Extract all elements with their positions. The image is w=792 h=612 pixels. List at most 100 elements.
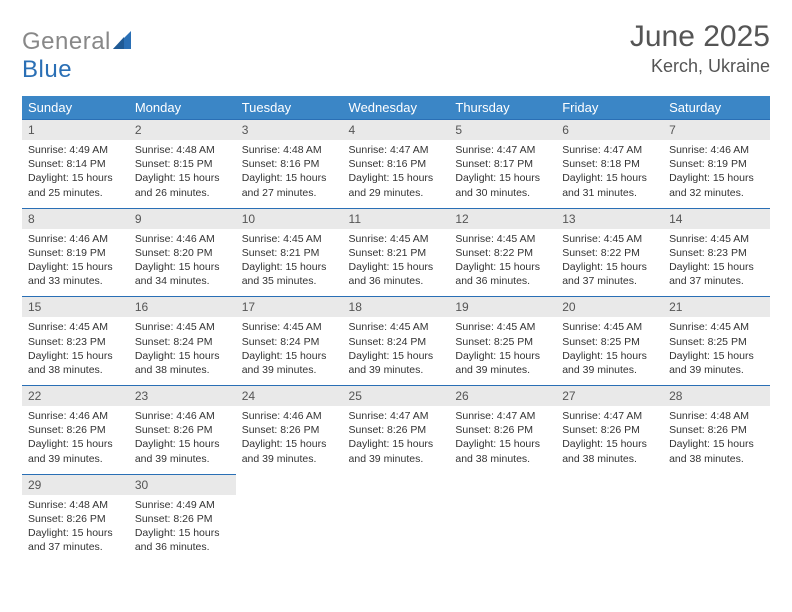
day-number: 17 [236, 297, 343, 317]
day-details: Sunrise: 4:46 AMSunset: 8:19 PMDaylight:… [663, 140, 770, 208]
day-details: Sunrise: 4:46 AMSunset: 8:26 PMDaylight:… [22, 406, 129, 474]
day-details: Sunrise: 4:45 AMSunset: 8:24 PMDaylight:… [236, 317, 343, 385]
day-details: Sunrise: 4:45 AMSunset: 8:25 PMDaylight:… [663, 317, 770, 385]
calendar-day-cell: 29Sunrise: 4:48 AMSunset: 8:26 PMDayligh… [22, 474, 129, 562]
day-details: Sunrise: 4:47 AMSunset: 8:16 PMDaylight:… [343, 140, 450, 208]
day-details: Sunrise: 4:47 AMSunset: 8:26 PMDaylight:… [449, 406, 556, 474]
day-number: 10 [236, 209, 343, 229]
calendar-day-cell: 1Sunrise: 4:49 AMSunset: 8:14 PMDaylight… [22, 120, 129, 209]
day-number: 29 [22, 475, 129, 495]
calendar-week-row: 15Sunrise: 4:45 AMSunset: 8:23 PMDayligh… [22, 297, 770, 386]
day-details: Sunrise: 4:46 AMSunset: 8:26 PMDaylight:… [236, 406, 343, 474]
calendar-day-cell: 20Sunrise: 4:45 AMSunset: 8:25 PMDayligh… [556, 297, 663, 386]
day-number: 25 [343, 386, 450, 406]
day-details: Sunrise: 4:49 AMSunset: 8:14 PMDaylight:… [22, 140, 129, 208]
day-number: 27 [556, 386, 663, 406]
calendar-day-cell: 11Sunrise: 4:45 AMSunset: 8:21 PMDayligh… [343, 208, 450, 297]
day-number: 24 [236, 386, 343, 406]
day-details: Sunrise: 4:48 AMSunset: 8:15 PMDaylight:… [129, 140, 236, 208]
calendar-day-cell: 22Sunrise: 4:46 AMSunset: 8:26 PMDayligh… [22, 386, 129, 475]
day-details: Sunrise: 4:45 AMSunset: 8:25 PMDaylight:… [449, 317, 556, 385]
calendar-day-cell: 8Sunrise: 4:46 AMSunset: 8:19 PMDaylight… [22, 208, 129, 297]
day-number: 14 [663, 209, 770, 229]
header: General Blue June 2025 Kerch, Ukraine [22, 20, 770, 84]
calendar-day-cell: 16Sunrise: 4:45 AMSunset: 8:24 PMDayligh… [129, 297, 236, 386]
calendar-day-cell: 23Sunrise: 4:46 AMSunset: 8:26 PMDayligh… [129, 386, 236, 475]
day-details: Sunrise: 4:45 AMSunset: 8:22 PMDaylight:… [449, 229, 556, 297]
calendar-table: Sunday Monday Tuesday Wednesday Thursday… [22, 96, 770, 562]
calendar-day-cell: 5Sunrise: 4:47 AMSunset: 8:17 PMDaylight… [449, 120, 556, 209]
day-details: Sunrise: 4:48 AMSunset: 8:26 PMDaylight:… [663, 406, 770, 474]
day-number: 16 [129, 297, 236, 317]
calendar-day-cell: 7Sunrise: 4:46 AMSunset: 8:19 PMDaylight… [663, 120, 770, 209]
day-number: 8 [22, 209, 129, 229]
calendar-day-cell [663, 474, 770, 562]
calendar-day-cell: 19Sunrise: 4:45 AMSunset: 8:25 PMDayligh… [449, 297, 556, 386]
calendar-day-cell: 10Sunrise: 4:45 AMSunset: 8:21 PMDayligh… [236, 208, 343, 297]
logo-word-gray: General [22, 28, 111, 55]
calendar-day-cell: 28Sunrise: 4:48 AMSunset: 8:26 PMDayligh… [663, 386, 770, 475]
day-details: Sunrise: 4:48 AMSunset: 8:26 PMDaylight:… [22, 495, 129, 563]
calendar-day-cell [343, 474, 450, 562]
logo-word-blue: Blue [22, 56, 72, 83]
day-number: 20 [556, 297, 663, 317]
day-details: Sunrise: 4:47 AMSunset: 8:17 PMDaylight:… [449, 140, 556, 208]
day-details: Sunrise: 4:46 AMSunset: 8:19 PMDaylight:… [22, 229, 129, 297]
day-details: Sunrise: 4:46 AMSunset: 8:26 PMDaylight:… [129, 406, 236, 474]
calendar-day-cell: 2Sunrise: 4:48 AMSunset: 8:15 PMDaylight… [129, 120, 236, 209]
day-details: Sunrise: 4:47 AMSunset: 8:26 PMDaylight:… [343, 406, 450, 474]
weekday-header: Monday [129, 96, 236, 120]
logo: General Blue [22, 28, 135, 84]
day-number: 15 [22, 297, 129, 317]
day-number: 5 [449, 120, 556, 140]
calendar-day-cell: 13Sunrise: 4:45 AMSunset: 8:22 PMDayligh… [556, 208, 663, 297]
calendar-day-cell [556, 474, 663, 562]
weekday-header: Friday [556, 96, 663, 120]
day-number: 19 [449, 297, 556, 317]
day-details: Sunrise: 4:46 AMSunset: 8:20 PMDaylight:… [129, 229, 236, 297]
day-number: 26 [449, 386, 556, 406]
calendar-week-row: 29Sunrise: 4:48 AMSunset: 8:26 PMDayligh… [22, 474, 770, 562]
day-number: 12 [449, 209, 556, 229]
calendar-day-cell: 9Sunrise: 4:46 AMSunset: 8:20 PMDaylight… [129, 208, 236, 297]
month-title: June 2025 [630, 20, 770, 54]
calendar-day-cell: 27Sunrise: 4:47 AMSunset: 8:26 PMDayligh… [556, 386, 663, 475]
day-number: 21 [663, 297, 770, 317]
calendar-day-cell: 12Sunrise: 4:45 AMSunset: 8:22 PMDayligh… [449, 208, 556, 297]
calendar-day-cell: 26Sunrise: 4:47 AMSunset: 8:26 PMDayligh… [449, 386, 556, 475]
day-number: 18 [343, 297, 450, 317]
day-details: Sunrise: 4:45 AMSunset: 8:25 PMDaylight:… [556, 317, 663, 385]
calendar-day-cell: 3Sunrise: 4:48 AMSunset: 8:16 PMDaylight… [236, 120, 343, 209]
calendar-week-row: 22Sunrise: 4:46 AMSunset: 8:26 PMDayligh… [22, 386, 770, 475]
day-details: Sunrise: 4:47 AMSunset: 8:26 PMDaylight:… [556, 406, 663, 474]
weekday-header: Wednesday [343, 96, 450, 120]
weekday-header: Saturday [663, 96, 770, 120]
day-number: 4 [343, 120, 450, 140]
day-number: 13 [556, 209, 663, 229]
day-details: Sunrise: 4:49 AMSunset: 8:26 PMDaylight:… [129, 495, 236, 563]
day-details: Sunrise: 4:45 AMSunset: 8:21 PMDaylight:… [236, 229, 343, 297]
day-number: 3 [236, 120, 343, 140]
calendar-day-cell: 25Sunrise: 4:47 AMSunset: 8:26 PMDayligh… [343, 386, 450, 475]
day-number: 6 [556, 120, 663, 140]
day-number: 9 [129, 209, 236, 229]
calendar-day-cell: 18Sunrise: 4:45 AMSunset: 8:24 PMDayligh… [343, 297, 450, 386]
day-number: 7 [663, 120, 770, 140]
calendar-day-cell: 14Sunrise: 4:45 AMSunset: 8:23 PMDayligh… [663, 208, 770, 297]
day-details: Sunrise: 4:45 AMSunset: 8:24 PMDaylight:… [343, 317, 450, 385]
calendar-day-cell [449, 474, 556, 562]
day-number: 2 [129, 120, 236, 140]
calendar-day-cell: 21Sunrise: 4:45 AMSunset: 8:25 PMDayligh… [663, 297, 770, 386]
day-details: Sunrise: 4:45 AMSunset: 8:22 PMDaylight:… [556, 229, 663, 297]
day-number: 30 [129, 475, 236, 495]
day-details: Sunrise: 4:45 AMSunset: 8:23 PMDaylight:… [663, 229, 770, 297]
day-details: Sunrise: 4:45 AMSunset: 8:21 PMDaylight:… [343, 229, 450, 297]
calendar-day-cell: 15Sunrise: 4:45 AMSunset: 8:23 PMDayligh… [22, 297, 129, 386]
weekday-header: Thursday [449, 96, 556, 120]
logo-sail-icon [113, 28, 135, 56]
calendar-day-cell: 4Sunrise: 4:47 AMSunset: 8:16 PMDaylight… [343, 120, 450, 209]
calendar-day-cell: 30Sunrise: 4:49 AMSunset: 8:26 PMDayligh… [129, 474, 236, 562]
day-number: 22 [22, 386, 129, 406]
day-details: Sunrise: 4:45 AMSunset: 8:23 PMDaylight:… [22, 317, 129, 385]
day-details: Sunrise: 4:47 AMSunset: 8:18 PMDaylight:… [556, 140, 663, 208]
